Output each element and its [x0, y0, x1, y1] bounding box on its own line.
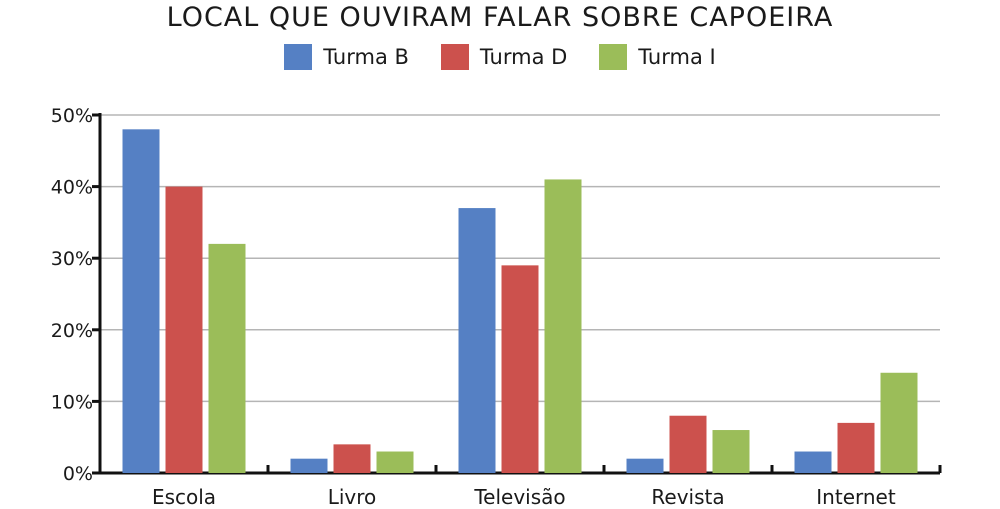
legend-label-turma-b: Turma B [323, 45, 409, 69]
legend-label-turma-d: Turma D [479, 45, 568, 69]
y-tick-label: 40% [51, 177, 93, 199]
bar-turma-b-revista [626, 458, 664, 473]
x-tick-label: Internet [816, 485, 896, 509]
bar-turma-d-revista [669, 415, 707, 473]
chart-title: LOCAL QUE OUVIRAM FALAR SOBRE CAPOEIRA [166, 2, 834, 33]
bar-turma-b-escola [122, 129, 160, 473]
x-tick-label: Revista [651, 485, 724, 509]
x-tick-label: Livro [328, 485, 377, 509]
legend-item-turma-d: Turma D [440, 44, 568, 70]
bar-turma-d-internet [837, 422, 875, 473]
bar-turma-d-escola [165, 186, 203, 473]
bar-turma-d-televisão [501, 265, 539, 473]
legend-label-turma-i: Turma I [638, 45, 716, 69]
bar-turma-b-televisão [458, 208, 496, 473]
bar-turma-d-livro [333, 444, 371, 473]
x-tick-label: Televisão [473, 485, 565, 509]
bar-turma-b-internet [794, 451, 832, 473]
y-tick-label: 0% [63, 463, 93, 485]
y-tick-label: 30% [51, 248, 93, 270]
bar-turma-i-televisão [544, 179, 582, 473]
bar-turma-i-livro [376, 451, 414, 473]
legend-item-turma-b: Turma B [284, 44, 409, 70]
y-tick-label: 10% [51, 391, 93, 413]
y-tick-label: 20% [51, 320, 93, 342]
bar-turma-i-internet [880, 372, 918, 473]
y-tick-label: 50% [51, 105, 93, 127]
legend-swatch-turma-b [284, 44, 313, 70]
legend-swatch-turma-d [440, 44, 469, 70]
chart-legend: Turma B Turma D Turma I [0, 44, 1000, 70]
x-tick-label: Escola [152, 485, 216, 509]
legend-swatch-turma-i [599, 44, 628, 70]
bar-turma-b-livro [290, 458, 328, 473]
bar-turma-i-revista [712, 430, 750, 473]
legend-item-turma-i: Turma I [599, 44, 716, 70]
bar-turma-i-escola [208, 243, 246, 473]
